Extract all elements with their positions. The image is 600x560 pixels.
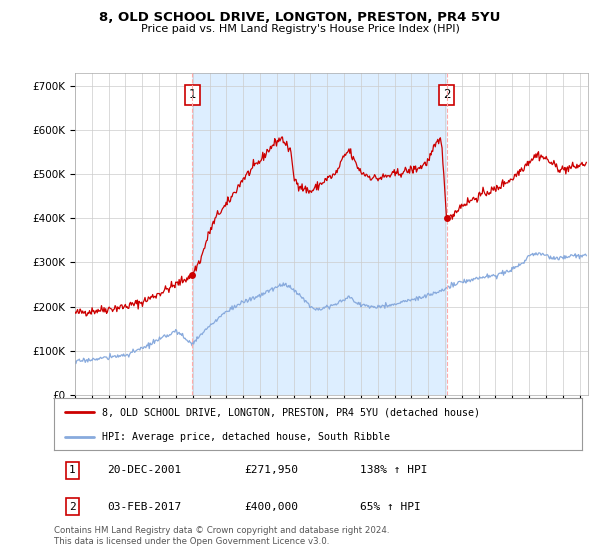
Text: 8, OLD SCHOOL DRIVE, LONGTON, PRESTON, PR4 5YU: 8, OLD SCHOOL DRIVE, LONGTON, PRESTON, P…: [100, 11, 500, 24]
Text: 65% ↑ HPI: 65% ↑ HPI: [360, 502, 421, 512]
Text: £271,950: £271,950: [244, 465, 298, 475]
Text: 8, OLD SCHOOL DRIVE, LONGTON, PRESTON, PR4 5YU (detached house): 8, OLD SCHOOL DRIVE, LONGTON, PRESTON, P…: [101, 407, 479, 417]
Text: Contains HM Land Registry data © Crown copyright and database right 2024.
This d: Contains HM Land Registry data © Crown c…: [54, 526, 389, 546]
Text: 2: 2: [69, 502, 76, 512]
Text: Price paid vs. HM Land Registry's House Price Index (HPI): Price paid vs. HM Land Registry's House …: [140, 24, 460, 34]
Text: 03-FEB-2017: 03-FEB-2017: [107, 502, 181, 512]
Text: 20-DEC-2001: 20-DEC-2001: [107, 465, 181, 475]
Text: 1: 1: [69, 465, 76, 475]
Bar: [192, 73, 446, 395]
Text: £400,000: £400,000: [244, 502, 298, 512]
Text: HPI: Average price, detached house, South Ribble: HPI: Average price, detached house, Sout…: [101, 432, 389, 442]
Text: 138% ↑ HPI: 138% ↑ HPI: [360, 465, 428, 475]
Text: 2: 2: [443, 88, 450, 101]
Text: 1: 1: [188, 88, 196, 101]
